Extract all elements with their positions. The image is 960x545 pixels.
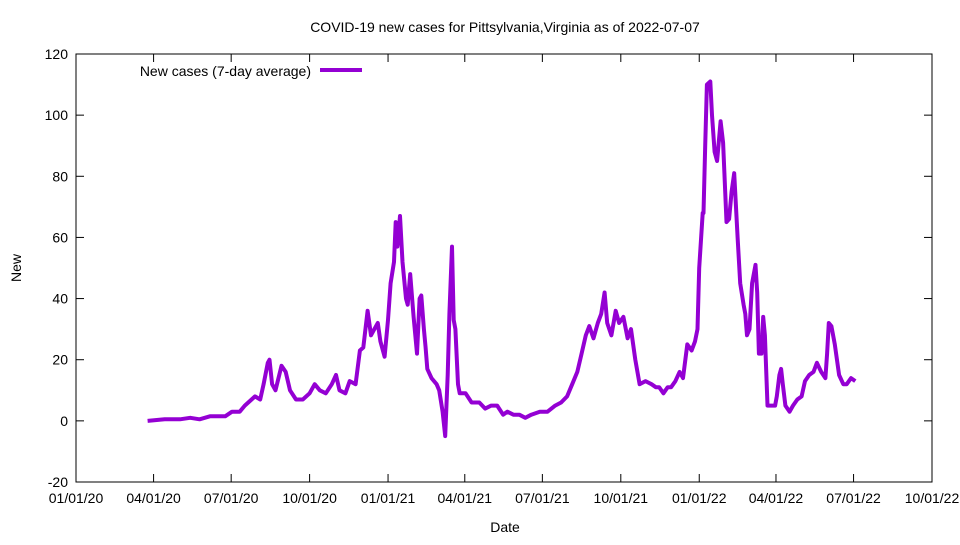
y-tick-label: 0 bbox=[60, 413, 68, 429]
y-tick-label: 60 bbox=[52, 229, 68, 245]
y-axis-label: New bbox=[8, 253, 24, 282]
legend: New cases (7-day average) bbox=[140, 63, 362, 79]
y-tick-label: 80 bbox=[52, 168, 68, 184]
x-tick-label: 07/01/21 bbox=[515, 490, 570, 506]
x-tick-label: 07/01/22 bbox=[826, 490, 881, 506]
x-tick-label: 07/01/20 bbox=[204, 490, 259, 506]
x-tick-label: 04/01/21 bbox=[438, 490, 493, 506]
x-tick-label: 01/01/22 bbox=[672, 490, 727, 506]
x-tick-label: 04/01/20 bbox=[126, 490, 181, 506]
legend-label: New cases (7-day average) bbox=[140, 63, 311, 79]
y-tick-label: 100 bbox=[45, 107, 69, 123]
x-tick-label: 01/01/21 bbox=[361, 490, 416, 506]
x-tick-label: 10/01/21 bbox=[594, 490, 649, 506]
y-tick-label: 20 bbox=[52, 352, 68, 368]
x-tick-label: 01/01/20 bbox=[49, 490, 104, 506]
x-tick-label: 04/01/22 bbox=[749, 490, 804, 506]
y-tick-label: -20 bbox=[48, 474, 68, 490]
plot-area-border bbox=[75, 53, 933, 483]
y-tick-label: 40 bbox=[52, 291, 68, 307]
x-tick-label: 10/01/22 bbox=[905, 490, 960, 506]
x-axis-label: Date bbox=[490, 519, 520, 535]
x-tick-label: 10/01/20 bbox=[282, 490, 337, 506]
chart-title: COVID-19 new cases for Pittsylvania,Virg… bbox=[310, 19, 700, 35]
y-tick-label: 120 bbox=[45, 46, 69, 62]
series-line-new-cases bbox=[147, 79, 857, 439]
